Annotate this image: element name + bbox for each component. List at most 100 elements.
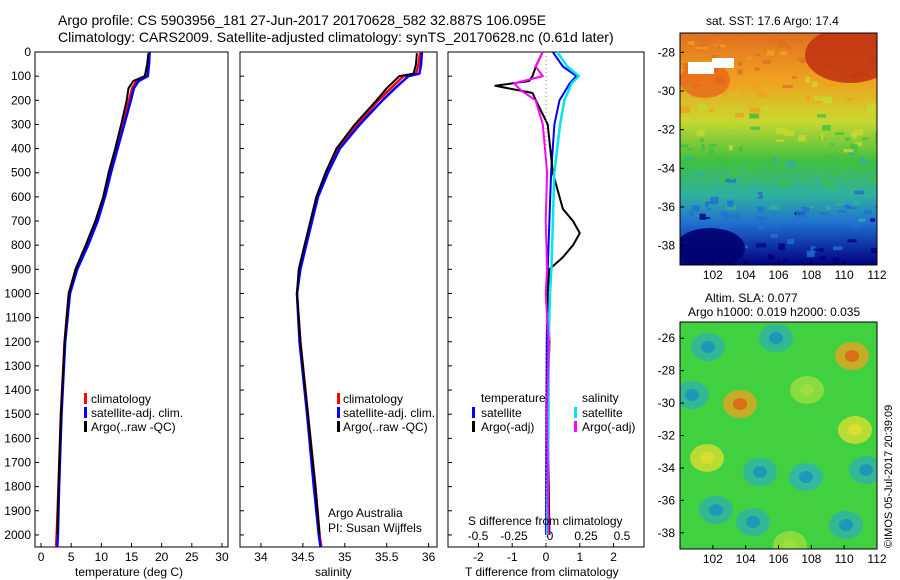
sst-pixel bbox=[873, 94, 877, 98]
depth-tick-label: 1800 bbox=[4, 480, 31, 494]
sst-pixel bbox=[787, 161, 796, 169]
depth-tick-label: 700 bbox=[11, 214, 31, 228]
depth-tick-label: 2000 bbox=[4, 528, 31, 542]
sst-pixel bbox=[870, 218, 876, 222]
sla-map-title-line-2: Argo h1000: 0.019 h2000: 0.035 bbox=[688, 305, 860, 319]
legend-label-t-argo: Argo(-adj) bbox=[481, 420, 534, 434]
sla-anomaly-core bbox=[845, 350, 859, 362]
sst-pixel bbox=[749, 107, 760, 113]
sst-pixel bbox=[747, 167, 758, 173]
sst-pixel bbox=[682, 63, 690, 69]
salinity-profile-panel bbox=[239, 51, 438, 548]
sst-pixel bbox=[736, 214, 740, 219]
sst-pixel bbox=[750, 86, 760, 90]
sst-pixel bbox=[706, 201, 718, 205]
sst-pixel bbox=[843, 149, 854, 153]
sst-pixel bbox=[735, 113, 744, 118]
sst-pixel bbox=[701, 143, 705, 150]
depth-tick-label: 100 bbox=[11, 69, 31, 83]
sst-pixel bbox=[815, 178, 822, 186]
sst-pixel bbox=[725, 85, 736, 91]
sst-pixel bbox=[681, 116, 688, 119]
sst-pixel bbox=[757, 225, 764, 230]
sst-missing-data bbox=[712, 58, 734, 68]
sst-pixel bbox=[811, 81, 818, 87]
x-tick-label: 36 bbox=[422, 550, 436, 564]
map-y-tick-label: -32 bbox=[658, 123, 676, 137]
legend-label-satellite: satellite-adj. clim. bbox=[343, 406, 435, 420]
s-diff-tick-label: 0.5 bbox=[614, 529, 631, 543]
sst-warm-patch bbox=[805, 33, 877, 83]
series-line-satellite-adj-clim- bbox=[295, 51, 424, 548]
sst-pixel bbox=[853, 200, 860, 205]
sla-anomaly-core bbox=[799, 471, 813, 483]
x-tick-label: 15 bbox=[125, 550, 139, 564]
depth-tick-label: 1600 bbox=[4, 431, 31, 445]
legend-label-argo: Argo(..raw -QC) bbox=[91, 420, 176, 434]
sst-pixel bbox=[805, 205, 815, 208]
sst-pixel bbox=[717, 183, 722, 189]
sst-pixel bbox=[749, 185, 759, 193]
sst-pixel bbox=[747, 194, 758, 197]
sst-pixel bbox=[721, 90, 727, 96]
salinity-series bbox=[295, 51, 424, 548]
depth-tick-label: 1900 bbox=[4, 504, 31, 518]
salinity-axis-label: salinity bbox=[315, 565, 352, 579]
series-line-satellite-adj-clim- bbox=[56, 51, 151, 548]
sla-anomaly-core bbox=[753, 466, 767, 478]
sst-pixel bbox=[796, 210, 806, 218]
sst-pixel bbox=[737, 61, 743, 66]
sst-pixel bbox=[784, 130, 795, 137]
x-tick-label: 35.5 bbox=[375, 550, 399, 564]
sst-pixel bbox=[714, 189, 724, 194]
legend-label-s-satellite: satellite bbox=[582, 406, 623, 420]
map-x-tick-label: 112 bbox=[867, 552, 886, 566]
map-y-tick-label: -36 bbox=[658, 493, 676, 507]
map-y-tick-label: -38 bbox=[658, 526, 676, 540]
legend-label-t-satellite: satellite bbox=[481, 406, 522, 420]
sst-pixel bbox=[757, 192, 763, 199]
x-tick-label: 35 bbox=[338, 550, 352, 564]
series-line-argo-raw-qc- bbox=[56, 53, 150, 535]
map-y-tick-label: -30 bbox=[658, 396, 676, 410]
sst-pixel bbox=[687, 41, 695, 45]
sst-pixel bbox=[700, 126, 707, 130]
sst-pixel bbox=[850, 143, 858, 151]
x-tick-label: 20 bbox=[155, 550, 169, 564]
sla-anomaly-core bbox=[685, 389, 699, 401]
sst-pixel bbox=[801, 206, 810, 214]
sst-pixel bbox=[822, 96, 830, 104]
sla-anomaly-core bbox=[709, 504, 723, 516]
sst-pixel bbox=[729, 126, 735, 129]
sst-pixel bbox=[844, 206, 853, 209]
sst-pixel bbox=[753, 194, 760, 198]
s-difference-top-axis: -0.5 -0.25 0 0.25 0.5 bbox=[468, 529, 631, 543]
t-difference-x-axis: -2 -1 0 1 2 bbox=[473, 543, 617, 564]
sst-pixel bbox=[829, 81, 839, 87]
sst-map-title: sat. SST: 17.6 Argo: 17.4 bbox=[706, 14, 839, 28]
sst-pixel bbox=[798, 135, 806, 142]
sst-pixel bbox=[775, 35, 785, 41]
depth-tick-label: 1500 bbox=[4, 407, 31, 421]
depth-tick-label: 500 bbox=[11, 166, 31, 180]
sst-pixel bbox=[696, 46, 708, 50]
sst-pixel bbox=[835, 197, 844, 200]
sst-pixel bbox=[725, 204, 737, 210]
sst-pixel bbox=[813, 248, 823, 251]
sst-pixel bbox=[696, 48, 702, 51]
sst-pixel bbox=[733, 170, 739, 177]
sst-pixel bbox=[837, 210, 847, 213]
legend-swatch-satellite bbox=[84, 407, 87, 418]
sst-pixel bbox=[711, 55, 718, 60]
sst-pixel bbox=[771, 37, 782, 44]
map-x-tick-label: 104 bbox=[736, 268, 756, 282]
series-line-t-argo-adj- bbox=[494, 51, 581, 535]
legend-title-temperature: temperature bbox=[481, 391, 546, 405]
sst-pixel bbox=[806, 250, 815, 258]
legend-label-climatology: climatology bbox=[91, 392, 151, 406]
sst-pixel bbox=[826, 205, 831, 211]
sst-pixel bbox=[798, 39, 803, 43]
map-y-tick-label: -28 bbox=[658, 45, 676, 59]
sst-pixel bbox=[728, 145, 733, 151]
sst-pixel bbox=[792, 76, 797, 79]
